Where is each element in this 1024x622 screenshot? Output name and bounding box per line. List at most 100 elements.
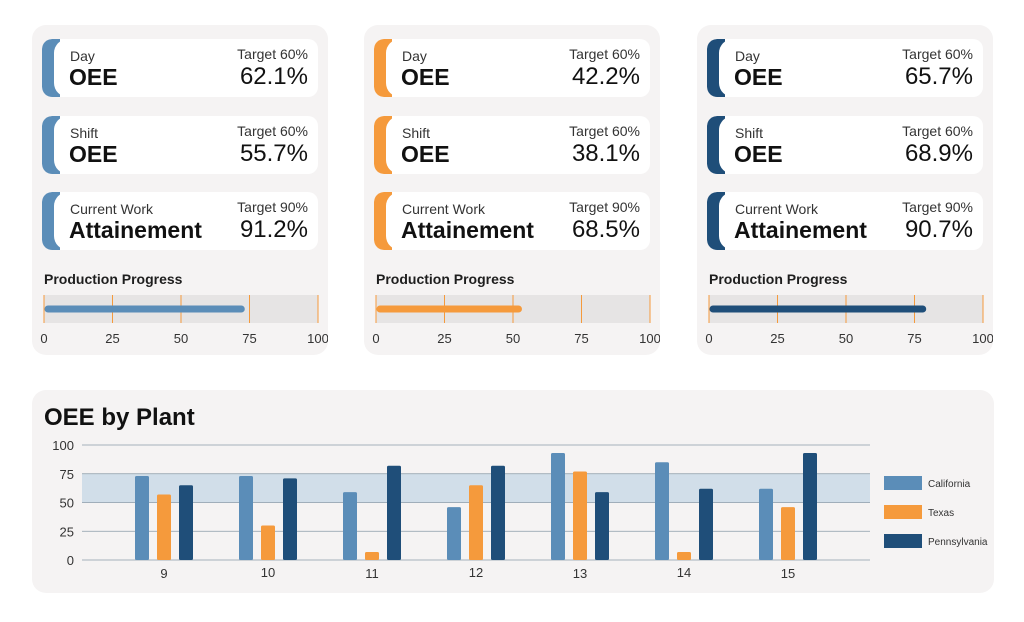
kpi-value: 38.1% [571, 140, 640, 167]
kpi-name: OEE [734, 64, 783, 90]
kpi-name: OEE [401, 64, 450, 90]
kpi-label: Current Work [735, 201, 818, 217]
progress-tick-label: 0 [705, 331, 712, 346]
kpi-target: Target 90% [569, 199, 640, 215]
kpi-target: Target 60% [569, 46, 640, 62]
legend-label-pennsylvania: Pennsylvania [928, 537, 988, 548]
kpi-label: Current Work [402, 201, 485, 217]
work-kpi-card: Current Work Attainement Target 90% 91.2% [42, 192, 318, 250]
x-tick-label: 13 [573, 566, 587, 581]
x-tick-label: 10 [261, 565, 275, 580]
kpi-accent-bar [42, 39, 68, 97]
y-tick-label: 50 [60, 496, 74, 511]
kpi-name: Attainement [69, 217, 202, 243]
kpi-label: Day [402, 48, 427, 64]
legend-label-california: California [928, 479, 971, 490]
shift-kpi-card: Shift OEE Target 60% 38.1% [374, 116, 650, 174]
bar-texas-9 [157, 494, 171, 560]
kpi-target: Target 90% [902, 199, 973, 215]
chart-title: OEE by Plant [44, 404, 195, 431]
kpi-name: Attainement [401, 217, 534, 243]
legend-swatch-pennsylvania [884, 534, 922, 548]
legend-swatch-california [884, 476, 922, 490]
bar-texas-11 [365, 551, 379, 560]
y-tick-label: 100 [52, 438, 74, 453]
kpi-target: Target 90% [237, 199, 308, 215]
kpi-value: 65.7% [904, 63, 973, 90]
bar-california-10 [239, 476, 253, 560]
kpi-accent-bar [374, 116, 400, 174]
plant-panel-2: Day OEE Target 60% 42.2% Shift OEE Target 60% 3… [364, 25, 660, 355]
kpi-name: Attainement [734, 217, 867, 243]
kpi-value: 90.7% [904, 216, 973, 243]
kpi-label: Shift [70, 125, 99, 141]
work-kpi-card: Current Work Attainement Target 90% 68.5% [374, 192, 650, 250]
production-progress-title: Production Progress [709, 271, 848, 287]
oee-bar-chart: 0 25 50 75 100 9 10 11 12 13 14 15 California Texas Pe… [52, 438, 988, 581]
progress-tick-label: 50 [506, 331, 520, 346]
plant-panel-1: Day OEE Target 60% 62.1% Shift OEE Target 60% 5… [32, 25, 328, 355]
kpi-value: 42.2% [571, 63, 640, 90]
y-tick-label: 25 [60, 524, 74, 539]
bar-texas-12 [469, 485, 483, 560]
bar-california-11 [343, 492, 357, 560]
kpi-label: Shift [735, 125, 764, 141]
y-tick-label: 0 [67, 553, 74, 568]
kpi-target: Target 60% [902, 123, 973, 139]
x-tick-label: 9 [160, 566, 167, 581]
work-kpi-card: Current Work Attainement Target 90% 90.7% [707, 192, 983, 250]
bar-california-15 [759, 488, 773, 560]
day-kpi-card: Day OEE Target 60% 65.7% [707, 39, 983, 97]
bar-pennsylvania-12 [491, 465, 505, 560]
progress-tick-label: 100 [972, 331, 993, 346]
kpi-value: 55.7% [239, 140, 308, 167]
kpi-target: Target 60% [569, 123, 640, 139]
kpi-accent-bar [374, 39, 400, 97]
kpi-name: OEE [69, 64, 118, 90]
bar-california-14 [655, 462, 669, 560]
shift-kpi-card: Shift OEE Target 60% 68.9% [707, 116, 983, 174]
x-tick-label: 11 [365, 566, 379, 581]
kpi-label: Shift [402, 125, 431, 141]
bar-pennsylvania-14 [699, 488, 713, 560]
kpi-accent-bar [42, 192, 68, 250]
kpi-value: 91.2% [239, 216, 308, 243]
progress-tick-label: 25 [437, 331, 451, 346]
bar-texas-14 [677, 551, 691, 560]
kpi-target: Target 60% [902, 46, 973, 62]
bar-texas-13 [573, 471, 587, 560]
production-progress-bar: 0 25 50 75 100 [372, 295, 660, 346]
progress-tick-label: 0 [372, 331, 379, 346]
kpi-label: Current Work [70, 201, 153, 217]
progress-tick-label: 100 [307, 331, 328, 346]
kpi-target: Target 60% [237, 123, 308, 139]
day-kpi-card: Day OEE Target 60% 42.2% [374, 39, 650, 97]
x-tick-label: 15 [781, 566, 795, 581]
kpi-label: Day [735, 48, 760, 64]
kpi-name: OEE [734, 141, 783, 167]
bar-california-9 [135, 476, 149, 560]
bar-texas-15 [781, 507, 795, 560]
kpi-value: 68.9% [904, 140, 973, 167]
y-tick-label: 75 [60, 467, 74, 482]
oee-by-plant-card: OEE by Plant 0 25 50 75 100 9 10 11 12 13 14 15 Cali… [32, 390, 994, 593]
bar-california-12 [447, 507, 461, 560]
kpi-accent-bar [374, 192, 400, 250]
kpi-accent-bar [707, 116, 733, 174]
kpi-name: OEE [401, 141, 450, 167]
kpi-name: OEE [69, 141, 118, 167]
bar-pennsylvania-9 [179, 485, 193, 560]
progress-tick-label: 0 [40, 331, 47, 346]
bar-pennsylvania-15 [803, 453, 817, 560]
kpi-accent-bar [42, 116, 68, 174]
kpi-value: 68.5% [571, 216, 640, 243]
plant-panel-3: Day OEE Target 60% 65.7% Shift OEE Target 60% 6… [697, 25, 993, 355]
production-progress-title: Production Progress [44, 271, 183, 287]
kpi-label: Day [70, 48, 95, 64]
progress-tick-label: 100 [639, 331, 660, 346]
kpi-accent-bar [707, 192, 733, 250]
x-tick-label: 14 [677, 565, 691, 580]
day-kpi-card: Day OEE Target 60% 62.1% [42, 39, 318, 97]
progress-tick-label: 50 [839, 331, 853, 346]
legend-label-texas: Texas [928, 508, 954, 519]
